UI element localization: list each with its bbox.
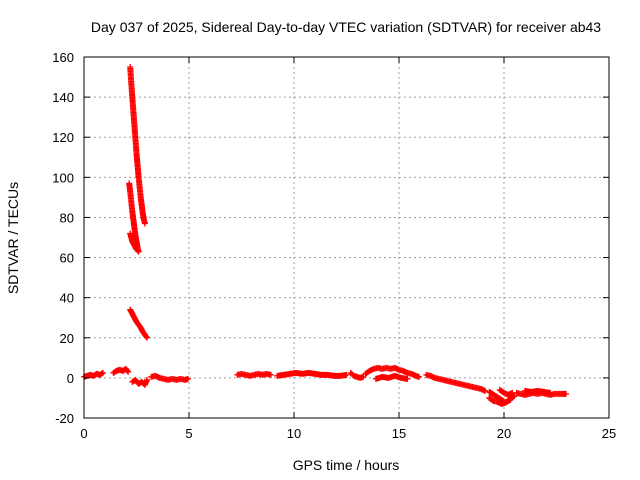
data-marker-trace [110, 365, 132, 376]
x-tick-label: 0 [80, 426, 87, 441]
data-marker-trace [496, 386, 516, 398]
data-marker-trace [522, 387, 554, 396]
data-marker-trace [372, 372, 411, 382]
y-tick-label: 60 [60, 251, 74, 266]
data-marker-trace [486, 394, 514, 407]
grid-layer [84, 57, 609, 418]
data-marker-trace [129, 376, 150, 388]
y-tick-label: 100 [52, 170, 74, 185]
x-tick-label: 5 [185, 426, 192, 441]
data-marker-trace [148, 372, 191, 383]
y-tick-label: 0 [67, 371, 74, 386]
x-tick-label: 25 [602, 426, 616, 441]
chart-title: Day 037 of 2025, Sidereal Day-to-day VTE… [91, 19, 601, 35]
data-marker-trace [347, 369, 367, 381]
data-marker-trace [234, 370, 274, 379]
data-marker-trace [127, 306, 150, 341]
x-axis-label: GPS time / hours [293, 457, 400, 473]
y-tick-label: 120 [52, 130, 74, 145]
y-tick-label: 20 [60, 331, 74, 346]
data-marker-trace [274, 369, 350, 379]
data-marker-trace [127, 64, 148, 227]
data-layer [81, 64, 569, 407]
data-marker-trace [423, 371, 489, 394]
y-axis-label: SDTVAR / TECUs [5, 182, 21, 294]
x-tick-label: 20 [497, 426, 511, 441]
plot-frame [83, 56, 610, 419]
data-marker-trace [127, 230, 142, 255]
y-tick-label: 160 [52, 50, 74, 65]
data-marker-trace [362, 364, 422, 380]
y-tick-label: 140 [52, 90, 74, 105]
tick-layer: 0 5 10 15 20 25 -20 0 20 40 60 80 100 120 140 160 [52, 50, 616, 441]
y-tick-label: 80 [60, 210, 74, 225]
y-tick-label: 40 [60, 291, 74, 306]
y-tick-label: -20 [55, 411, 74, 426]
x-tick-label: 10 [287, 426, 301, 441]
x-tick-label: 15 [392, 426, 406, 441]
